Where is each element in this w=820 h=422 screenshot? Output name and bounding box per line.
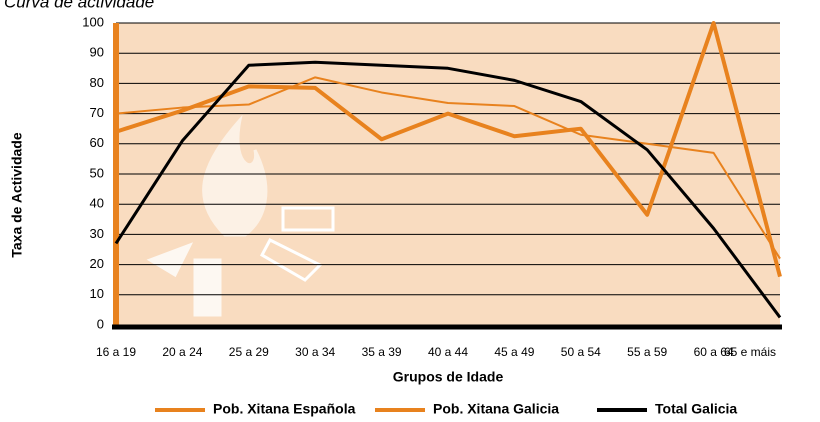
y-tick-label: 80	[90, 75, 104, 90]
series-line	[114, 60, 782, 319]
legend-label: Pob. Xitana Española	[213, 401, 356, 417]
x-tick-label: 20 a 24	[162, 345, 202, 359]
y-axis-label: Taxa de Actividade	[9, 132, 25, 257]
x-tick-label: 55 a 59	[627, 345, 667, 359]
y-tick-label: 50	[90, 165, 104, 180]
x-axis-label: Grupos de Idade	[393, 369, 504, 385]
y-tick-label: 60	[90, 135, 104, 150]
y-tick-label: 90	[90, 45, 104, 60]
legend-label: Pob. Xitana Galicia	[433, 401, 559, 417]
emblem	[146, 114, 335, 317]
x-tick-label: 50 a 54	[561, 345, 601, 359]
x-tick-label: 35 a 39	[362, 345, 402, 359]
x-tick-label: 16 a 19	[96, 345, 136, 359]
x-tick-label: 60 a 64	[694, 345, 734, 359]
y-tick-label: 30	[90, 226, 104, 241]
y-tick-label: 100	[82, 14, 104, 29]
x-tick-label: 30 a 34	[295, 345, 335, 359]
x-tick-label: 25 a 29	[229, 345, 269, 359]
x-tick-label: 65 e máis	[724, 345, 776, 359]
y-tick-label: 40	[90, 196, 104, 211]
x-tick-label: 40 a 44	[428, 345, 468, 359]
y-tick-label: 10	[90, 286, 104, 301]
x-tick-label: 45 a 49	[494, 345, 534, 359]
legend-label: Total Galicia	[655, 401, 737, 417]
chart-title: Curva de actividade	[4, 0, 154, 11]
y-tick-label: 20	[90, 256, 104, 271]
y-tick-label: 70	[90, 105, 104, 120]
series-line	[115, 21, 782, 278]
y-tick-label: 0	[97, 316, 104, 331]
